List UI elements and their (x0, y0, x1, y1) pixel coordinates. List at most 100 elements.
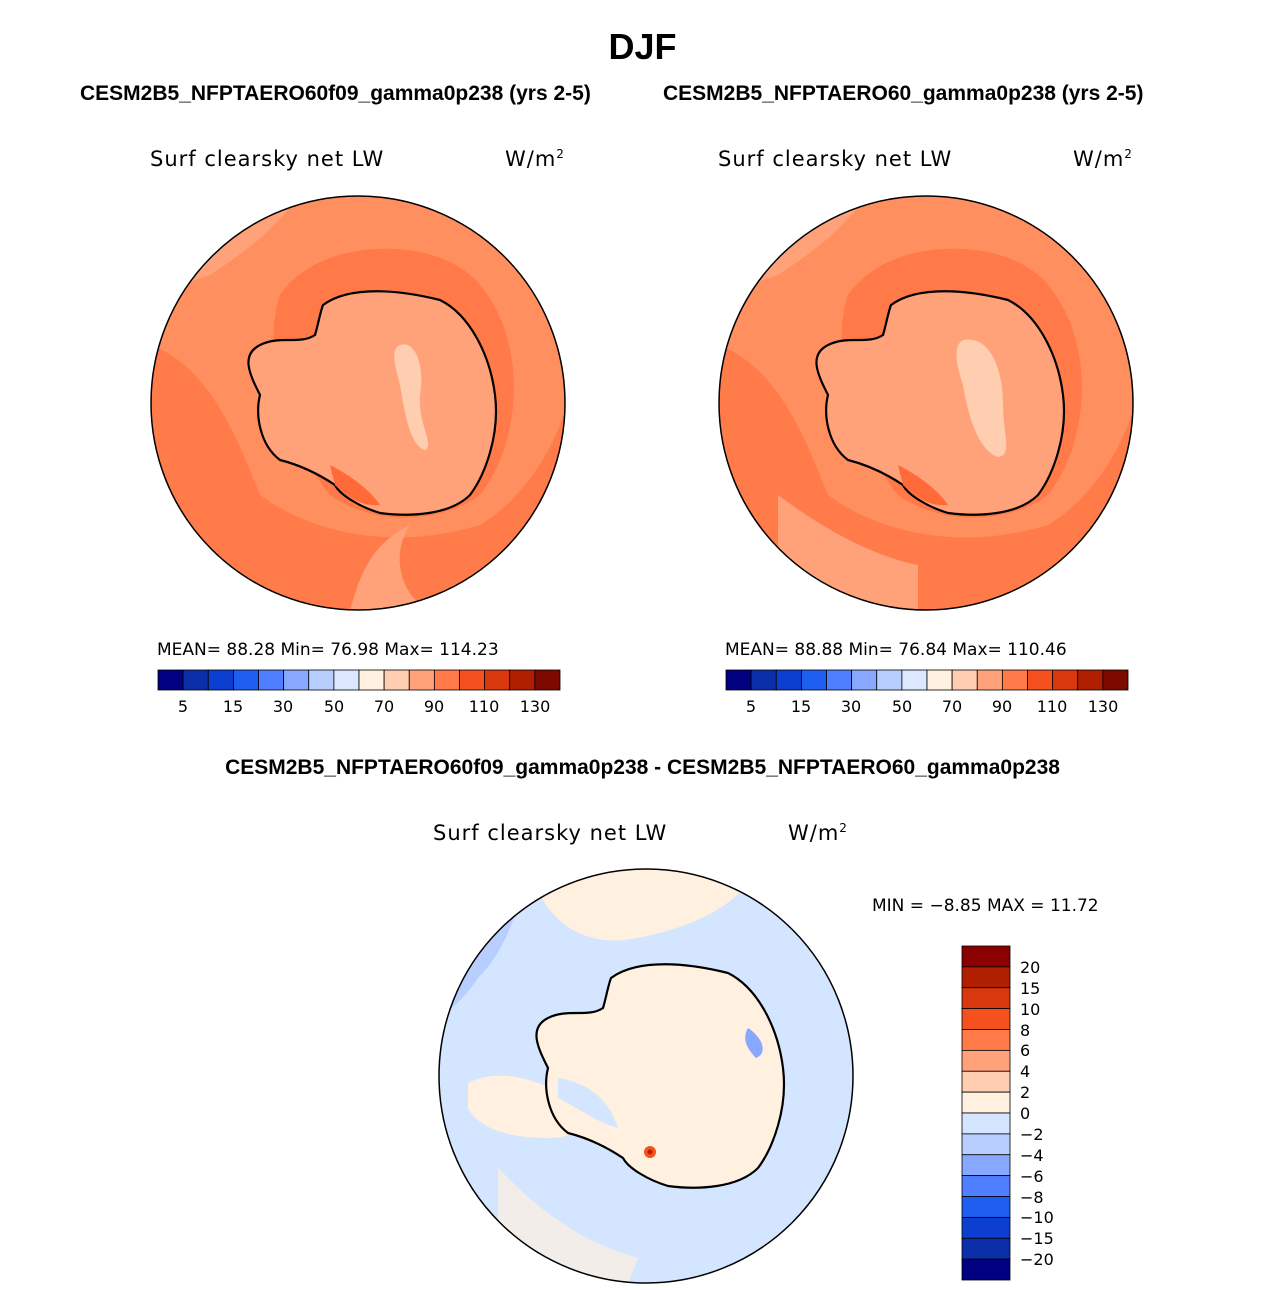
diff-colorbar-label: 2 (1020, 1083, 1031, 1103)
colorbar-swatch (961, 1237, 1011, 1260)
colorbar-swatch (433, 669, 460, 691)
colorbar-swatch (961, 1175, 1011, 1197)
colorbar-swatch (961, 1091, 1011, 1114)
diff-colorbar-label: −4 (1020, 1145, 1044, 1165)
colorbar-swatch (976, 669, 1003, 691)
panel2-units-label: W/m2 (1073, 147, 1133, 171)
colorbar-swatch (961, 1029, 1011, 1051)
diff-colorbar-label: −2 (1020, 1124, 1044, 1144)
panel1-tick: 15 (222, 697, 244, 716)
diff-colorbar-label: −15 (1020, 1229, 1054, 1249)
colorbar-swatch (358, 669, 385, 691)
panel1-variable-label: Surf clearsky net LW (150, 147, 385, 171)
panel1-colorbar-ticks: 5 15 30 50 70 90 110 130 (158, 697, 560, 717)
panel2-tick: 90 (991, 697, 1013, 716)
colorbar-swatch (1052, 669, 1079, 691)
colorbar-swatch (961, 987, 1011, 1010)
interior-high (394, 344, 429, 450)
colorbar-swatch (961, 1070, 1011, 1093)
colorbar-swatch (1001, 669, 1028, 691)
colorbar-swatch (901, 669, 928, 691)
colorbar-swatch (408, 669, 435, 691)
diff-colorbar-label: 6 (1020, 1041, 1031, 1061)
colorbar-swatch (951, 669, 978, 691)
panel1-tick: 5 (177, 697, 189, 716)
diff-map (438, 868, 854, 1284)
colorbar-swatch (961, 1049, 1011, 1072)
positive-hotspot-core (647, 1149, 653, 1155)
colorbar-swatch (383, 669, 410, 691)
colorbar-swatch (961, 1216, 1011, 1239)
panel2-tick: 5 (745, 697, 757, 716)
colorbar-swatch (775, 669, 802, 691)
diff-colorbar-label: 0 (1020, 1104, 1031, 1123)
colorbar-swatch (459, 669, 486, 691)
warm-patch (350, 525, 430, 610)
panel2-tick: 110 (1036, 697, 1068, 716)
diff-colorbar (961, 945, 1011, 1281)
antarctica-outline (815, 290, 1065, 516)
panel2-tick: 50 (891, 697, 913, 716)
colorbar-swatch (961, 1154, 1011, 1177)
colorbar-swatch (750, 669, 777, 691)
panel1-tick: 90 (423, 697, 445, 716)
diff-colorbar-label: −8 (1020, 1187, 1044, 1207)
negative-anomaly (558, 1078, 618, 1128)
diff-colorbar-label: −20 (1020, 1250, 1054, 1270)
panel1-tick: 50 (323, 697, 345, 716)
map-boundary (150, 195, 566, 611)
colorbar-swatch (876, 669, 903, 691)
colorbar-swatch (961, 1133, 1011, 1156)
panel1-tick: 70 (373, 697, 395, 716)
colorbar-swatch (258, 669, 285, 691)
antarctica-outline (535, 963, 785, 1189)
map-boundary (718, 195, 1134, 611)
colorbar-swatch (534, 669, 561, 691)
colorbar-swatch (333, 669, 360, 691)
colorbar-swatch (509, 669, 536, 691)
panel1-stats: MEAN= 88.28 Min= 76.98 Max= 114.23 (157, 640, 499, 660)
colorbar-swatch (484, 669, 511, 691)
panel1-colorbar (157, 669, 561, 691)
ross-shelf-max (330, 465, 380, 506)
colorbar-swatch (800, 669, 827, 691)
interior-high (956, 339, 1007, 457)
panel2-tick: 130 (1087, 697, 1119, 716)
panel1-tick: 130 (519, 697, 551, 716)
panel1-map (150, 195, 566, 611)
panel1-tick: 110 (468, 697, 500, 716)
colorbar-swatch (283, 669, 310, 691)
colorbar-swatch (725, 669, 752, 691)
negative-anomaly (745, 1028, 763, 1058)
diff-colorbar-label: −10 (1020, 1208, 1054, 1228)
colorbar-swatch (961, 1008, 1011, 1030)
case1-title: CESM2B5_NFPTAERO60f09_gamma0p238 (yrs 2-… (80, 82, 591, 105)
season-title: DJF (608, 26, 677, 67)
colorbar-swatch (182, 669, 209, 691)
colorbar-swatch (961, 1258, 1011, 1281)
panel2-colorbar (725, 669, 1129, 691)
diff-colorbar-label: 4 (1020, 1062, 1031, 1082)
diff-colorbar-label: 8 (1020, 1020, 1031, 1040)
antarctica-outline (247, 290, 497, 516)
colorbar-swatch (851, 669, 878, 691)
panel2-tick: 30 (840, 697, 862, 716)
panel2-colorbar-ticks: 5 15 30 50 70 90 110 130 (726, 697, 1128, 717)
panel1-units-label: W/m2 (505, 147, 565, 171)
colorbar-swatch (961, 1196, 1011, 1218)
positive-anomaly (528, 869, 758, 941)
colorbar-swatch (1077, 669, 1104, 691)
map-boundary (438, 868, 854, 1284)
case2-title: CESM2B5_NFPTAERO60_gamma0p238 (yrs 2-5) (663, 82, 1144, 105)
colorbar-swatch (157, 669, 184, 691)
ocean-warm-band (151, 345, 565, 610)
diff-colorbar-label: 20 (1020, 957, 1041, 977)
diff-title: CESM2B5_NFPTAERO60f09_gamma0p238 - CESM2… (225, 756, 1060, 779)
panel2-variable-label: Surf clearsky net LW (718, 147, 953, 171)
colorbar-swatch (961, 1112, 1011, 1135)
diff-stats: MIN = −8.85 MAX = 11.72 (872, 896, 1099, 916)
colorbar-swatch (961, 945, 1011, 968)
colorbar-swatch (308, 669, 335, 691)
colorbar-swatch (1027, 669, 1054, 691)
diff-colorbar-label: 10 (1020, 999, 1041, 1019)
